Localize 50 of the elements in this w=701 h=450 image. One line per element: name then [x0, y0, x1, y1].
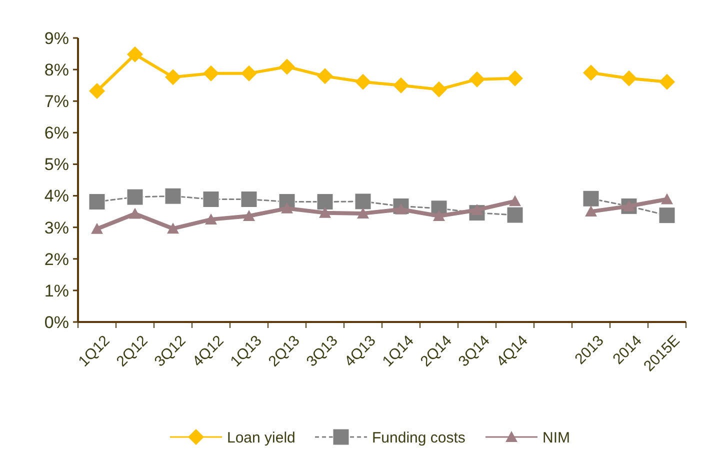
- point: [127, 46, 143, 62]
- point: [319, 206, 331, 218]
- point: [203, 65, 219, 82]
- point: [202, 191, 220, 208]
- point: [126, 188, 144, 206]
- y-tick-label: 3%: [44, 218, 69, 238]
- point: [240, 191, 258, 208]
- point: [88, 194, 106, 210]
- point: [431, 81, 447, 98]
- y-tick-label: 6%: [44, 124, 69, 143]
- point: [507, 70, 523, 86]
- point: [393, 77, 409, 94]
- point: [585, 206, 597, 217]
- legend-label: NIM: [542, 429, 570, 446]
- y-tick-label: 7%: [44, 92, 69, 112]
- point: [621, 70, 637, 86]
- point: [316, 194, 334, 210]
- point: [506, 206, 524, 224]
- point: [205, 213, 217, 224]
- point: [164, 188, 182, 204]
- y-tick-label: 4%: [44, 186, 69, 206]
- point: [129, 208, 141, 219]
- point: [167, 222, 179, 234]
- point: [241, 65, 257, 82]
- y-tick-label: 5%: [44, 155, 69, 174]
- y-tick-label: 8%: [44, 60, 69, 80]
- legend-label: Funding costs: [372, 429, 466, 446]
- y-tick-label: 1%: [44, 281, 69, 300]
- point: [509, 195, 521, 206]
- point: [659, 74, 675, 90]
- point: [661, 193, 673, 204]
- point: [354, 193, 372, 210]
- point: [582, 190, 600, 207]
- point: [355, 74, 371, 90]
- legend-label: Loan yield: [227, 429, 296, 446]
- point: [317, 68, 333, 84]
- y-tick-label: 9%: [44, 28, 69, 48]
- point: [469, 71, 485, 88]
- point: [243, 210, 255, 221]
- point: [281, 202, 293, 214]
- point: [91, 222, 103, 234]
- y-tick-label: 2%: [44, 250, 69, 269]
- point: [433, 210, 445, 221]
- point: [89, 83, 105, 100]
- point: [279, 58, 295, 75]
- point: [165, 69, 181, 86]
- point: [658, 207, 676, 224]
- point: [357, 207, 369, 218]
- point: [583, 64, 599, 81]
- y-tick-label: 0%: [44, 312, 69, 332]
